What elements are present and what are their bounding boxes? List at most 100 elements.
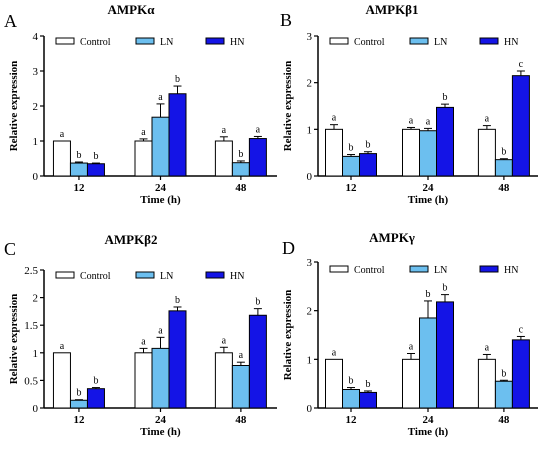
legend-swatch-ln [409,37,429,45]
bar-control-12 [52,140,71,177]
significance-letter: a [485,114,490,125]
x-tick-label: 48 [235,414,247,426]
panel-letter: A [4,11,17,31]
legend-label: LN [434,265,447,276]
significance-letter: a [60,129,65,140]
significance-letter: b [366,379,371,390]
legend-label: HN [504,37,518,48]
bar-hn-24 [436,301,454,409]
legend-swatch-ln [135,271,155,279]
legend-swatch-ln [135,37,155,45]
x-tick-label: 24 [155,182,167,194]
significance-letter: a [409,115,414,126]
legend: Control LN HN [329,265,518,276]
y-tick-label: 2.5 [24,265,38,277]
significance-letter: b [76,150,81,161]
legend-swatch-hn [205,37,225,45]
significance-letter: a [222,335,227,346]
y-tick-label: 1.5 [24,320,38,332]
bar-ln-24 [151,347,170,409]
y-tick-label: 1 [307,354,313,366]
bar-control-24 [402,128,420,177]
panel-letter: B [280,10,292,30]
significance-letter: b [366,140,371,151]
significance-letter: c [519,59,524,70]
panel-title: AMPKβ2 [104,232,157,247]
x-axis-label: Time (h) [408,426,449,438]
legend-swatch-control [55,271,75,279]
significance-letter: b [93,151,98,162]
significance-letter: b [426,289,431,300]
significance-letter: c [519,324,524,335]
legend-swatch-hn [479,265,499,273]
y-tick-label: 2 [33,101,39,113]
y-tick-label: 3 [307,31,313,43]
panel-letter: D [282,238,295,258]
bar-hn-12 [86,388,105,409]
legend: Control LN HN [55,271,244,282]
significance-letter: a [141,336,146,347]
y-tick-label: 0 [307,403,313,415]
bar-control-24 [402,358,420,409]
legend-swatch-control [329,37,349,45]
legend: Control LN HN [329,37,518,48]
bar-ln-24 [419,317,437,409]
bar-control-12 [325,358,343,409]
significance-letter: a [409,341,414,352]
bar-ln-48 [231,162,250,177]
bar-hn-24 [436,106,454,177]
y-tick-label: 2 [307,78,313,90]
y-axis-label: Relative expression [282,290,294,381]
y-tick-label: 2 [307,306,313,318]
x-tick-label: 12 [346,182,358,194]
legend-label: Control [354,37,385,48]
significance-letter: a [256,124,261,135]
panel-title: AMPKα [108,2,156,17]
y-axis-label: Relative expression [8,294,20,385]
x-tick-label: 48 [498,414,510,426]
y-tick-label: 2 [33,293,39,305]
x-tick-label: 24 [423,414,435,426]
bar-control-48 [477,358,496,409]
significance-letter: a [158,92,163,103]
x-tick-label: 12 [73,414,85,426]
legend-label: LN [434,37,447,48]
bar-ln-24 [151,116,170,177]
significance-letter: b [349,376,354,387]
legend-label: LN [160,37,173,48]
bar-ln-24 [419,130,437,177]
y-tick-label: 0 [33,403,39,415]
bar-ln-48 [494,159,513,177]
legend-label: Control [354,265,385,276]
y-tick-label: 4 [33,31,39,43]
bar-ln-12 [69,162,88,177]
significance-letter: b [255,297,260,308]
bar-control-24 [134,352,153,409]
x-tick-label: 24 [423,182,435,194]
bar-hn-48 [248,138,267,177]
x-axis-label: Time (h) [140,426,181,438]
significance-letter: a [222,125,227,136]
bar-control-48 [214,140,233,177]
legend-swatch-hn [479,37,499,45]
legend: Control LN HN [55,37,244,48]
significance-letter: a [158,325,163,336]
bar-ln-12 [69,399,88,409]
significance-letter: a [426,116,431,127]
legend-swatch-ln [409,265,429,273]
y-tick-label: 1 [307,124,313,136]
legend-label: HN [230,271,244,282]
legend-label: Control [80,37,111,48]
significance-letter: a [485,342,490,353]
bar-hn-48 [248,314,267,409]
y-tick-label: 3 [307,257,313,269]
x-tick-label: 48 [498,182,510,194]
bar-hn-24 [168,310,187,409]
y-axis-label: Relative expression [8,61,20,152]
y-tick-label: 0 [33,171,39,183]
significance-letter: b [443,283,448,294]
legend-swatch-hn [205,271,225,279]
significance-letter: a [60,341,65,352]
significance-letter: a [332,113,337,124]
